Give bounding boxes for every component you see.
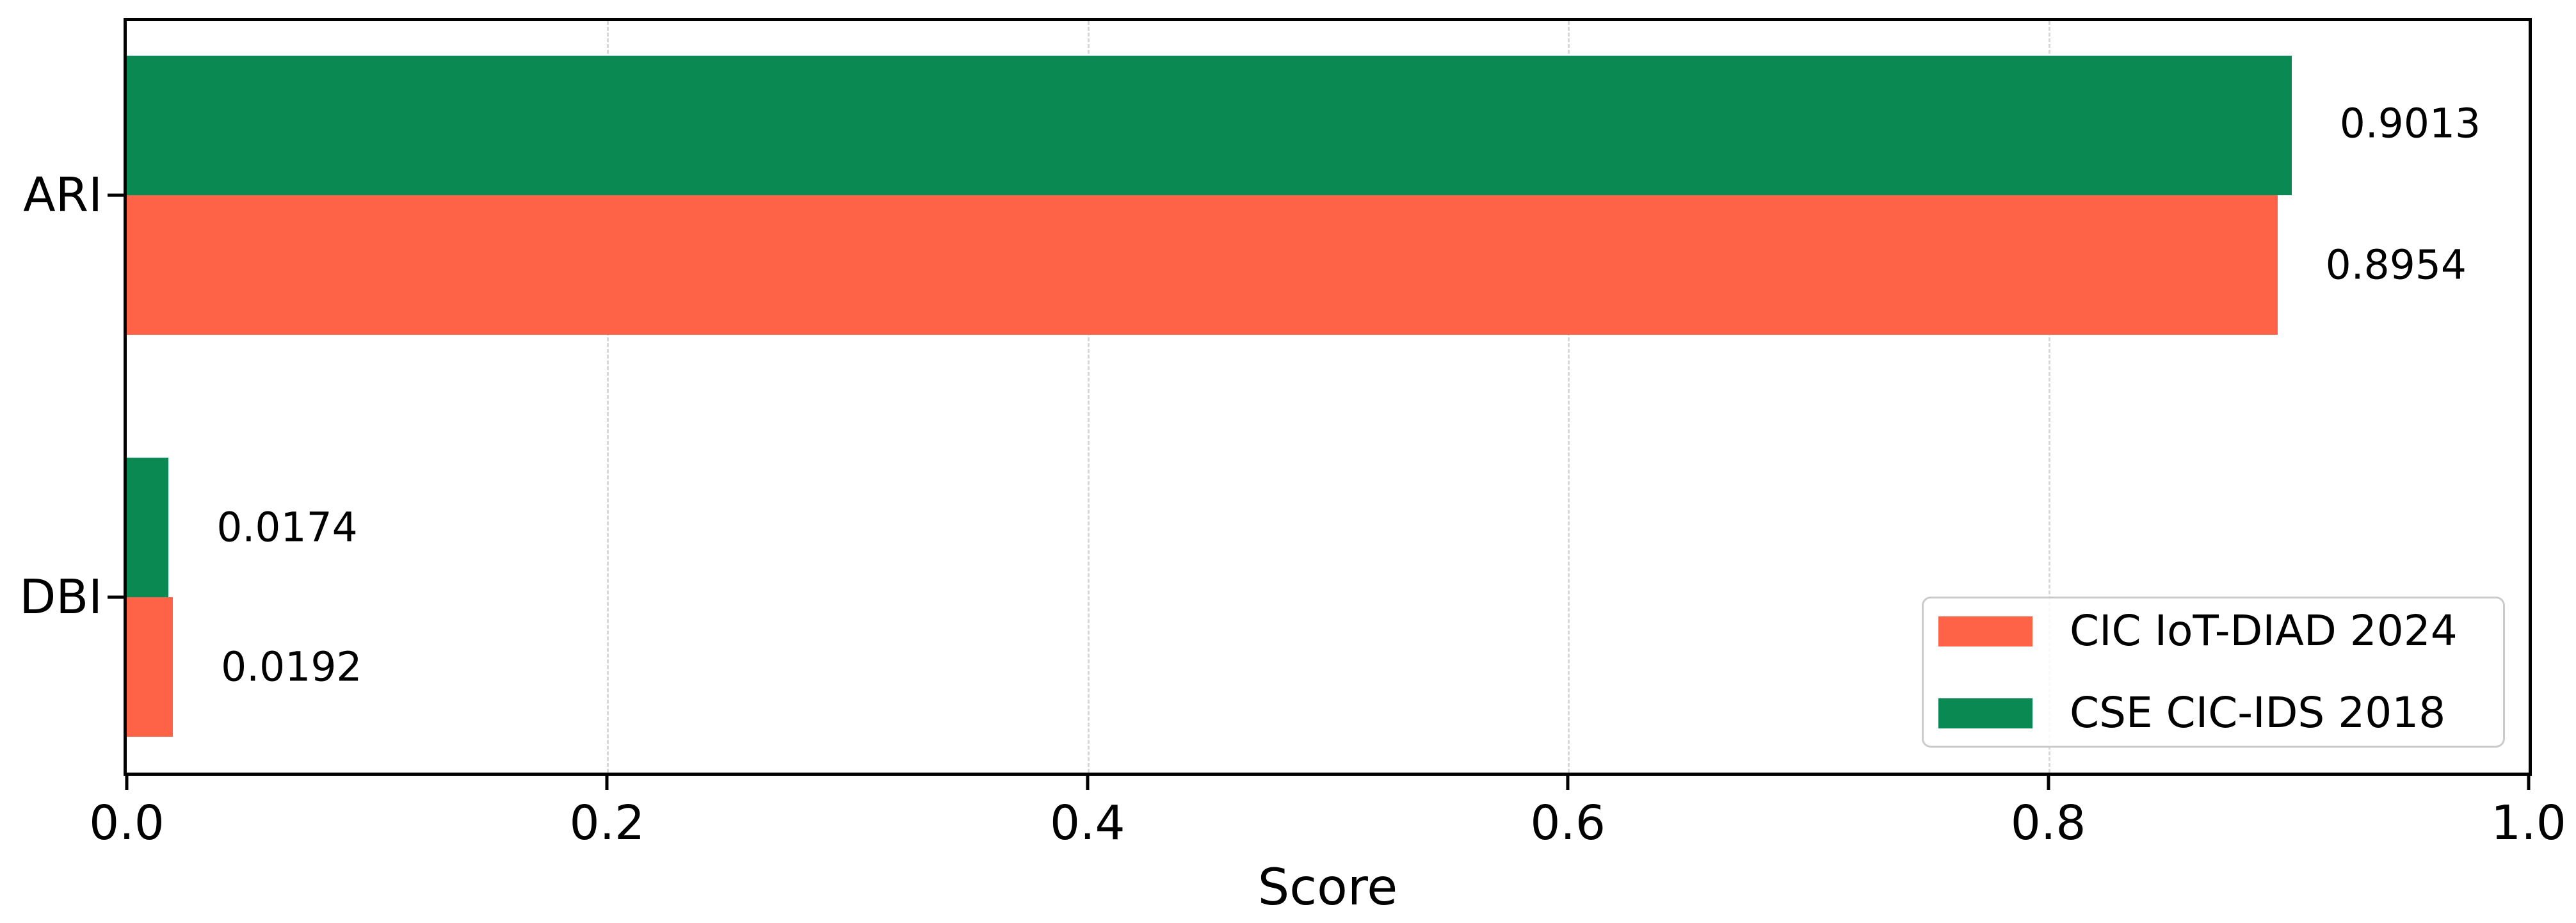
ytick-mark-ari <box>108 193 127 197</box>
xtick-label-1.0: 1.0 <box>2491 796 2566 851</box>
xtick-label-0.6: 0.6 <box>1530 796 1606 851</box>
legend-row-cic-iot-diad-2024: CIC IoT-DIAD 2024 <box>1938 610 2503 652</box>
legend-swatch-orange <box>1938 616 2033 646</box>
xtick-label-0.8: 0.8 <box>2010 796 2086 851</box>
legend-row-cse-cic-ids-2018: CSE CIC-IDS 2018 <box>1938 692 2503 734</box>
legend: CIC IoT-DIAD 2024 CSE CIC-IDS 2018 <box>1922 597 2505 748</box>
legend-label-cse-cic-ids-2018: CSE CIC-IDS 2018 <box>2070 688 2446 737</box>
bar-ari-cic-iot-diad-2024 <box>127 195 2278 335</box>
legend-swatch-green <box>1938 698 2033 728</box>
xtick-mark-0.2 <box>605 773 609 790</box>
bar-dbi-cse-cic-ids-2018 <box>127 457 169 597</box>
value-label-ari-orange: 0.8954 <box>2325 241 2467 289</box>
legend-label-cic-iot-diad-2024: CIC IoT-DIAD 2024 <box>2070 606 2458 655</box>
plot-area: 0.9013 0.8954 0.0174 0.0192 <box>124 18 2532 776</box>
xtick-label-0.0: 0.0 <box>89 796 165 851</box>
x-axis-title: Score <box>1257 859 1398 917</box>
value-label-dbi-orange: 0.0192 <box>221 643 362 691</box>
value-label-dbi-green: 0.0174 <box>216 504 358 551</box>
bar-dbi-cic-iot-diad-2024 <box>127 597 173 737</box>
xtick-label-0.4: 0.4 <box>1049 796 1125 851</box>
value-label-ari-green: 0.9013 <box>2339 100 2481 147</box>
gridline-0.4 <box>1087 21 1090 773</box>
xtick-mark-0.4 <box>1086 773 1090 790</box>
gridline-0.8 <box>2048 21 2050 773</box>
xtick-label-0.2: 0.2 <box>569 796 645 851</box>
bar-ari-cse-cic-ids-2018 <box>127 56 2292 195</box>
xtick-mark-0.6 <box>1566 773 1570 790</box>
gridline-0.6 <box>1568 21 1570 773</box>
ytick-mark-dbi <box>108 595 127 599</box>
xtick-mark-0.8 <box>2047 773 2050 790</box>
xtick-mark-0.0 <box>125 773 129 790</box>
gridline-0.2 <box>607 21 609 773</box>
ytick-label-ari: ARI <box>23 168 102 223</box>
xtick-mark-1.0 <box>2527 773 2531 790</box>
ytick-label-dbi: DBI <box>19 570 102 625</box>
